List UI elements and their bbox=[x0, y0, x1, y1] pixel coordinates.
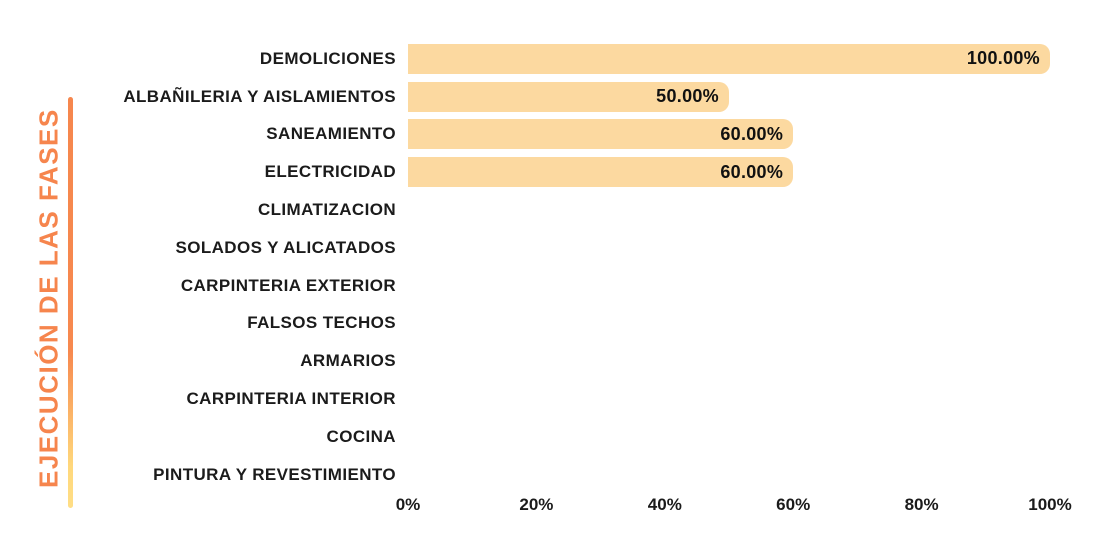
title-accent-rule bbox=[68, 97, 73, 508]
x-axis-tick-label: 20% bbox=[519, 495, 554, 514]
bar-track bbox=[408, 233, 1050, 263]
chart-row: CLIMATIZACION bbox=[0, 191, 1100, 229]
category-label: CARPINTERIA INTERIOR bbox=[186, 389, 396, 409]
value-label: 100.00% bbox=[966, 48, 1040, 69]
chart-row: CARPINTERIA EXTERIOR bbox=[0, 267, 1100, 305]
x-axis-tick-label: 60% bbox=[776, 495, 811, 514]
category-label: SANEAMIENTO bbox=[266, 124, 396, 144]
bar-track: 60.00% bbox=[408, 119, 1050, 150]
category-label: SOLADOS Y ALICATADOS bbox=[175, 237, 396, 257]
category-label: PINTURA Y REVESTIMIENTO bbox=[153, 464, 396, 484]
bar-track bbox=[408, 460, 1050, 490]
x-axis-tick-label: 80% bbox=[904, 495, 939, 514]
category-label: ALBAÑILERIA Y AISLAMIENTOS bbox=[123, 86, 396, 106]
chart-row: CARPINTERIA INTERIOR bbox=[0, 380, 1100, 418]
bar-track bbox=[408, 308, 1050, 338]
x-axis-tick-label: 0% bbox=[395, 495, 421, 514]
x-axis-tick-label: 100% bbox=[1028, 495, 1072, 514]
chart-row: COCINA bbox=[0, 418, 1100, 456]
bar-track bbox=[408, 422, 1050, 452]
category-label: CLIMATIZACION bbox=[257, 200, 396, 220]
bar-track bbox=[408, 195, 1050, 225]
chart-bar: 100.00% bbox=[408, 43, 1050, 74]
chart-row: ARMARIOS bbox=[0, 342, 1100, 380]
bar-track bbox=[408, 384, 1050, 414]
chart-row: DEMOLICIONES 100.00% bbox=[0, 40, 1100, 78]
chart-row: ELECTRICIDAD 60.00% bbox=[0, 153, 1100, 191]
bar-track bbox=[408, 346, 1050, 376]
category-label: DEMOLICIONES bbox=[259, 48, 396, 68]
bar-track bbox=[408, 271, 1050, 301]
chart-row: FALSOS TECHOS bbox=[0, 305, 1100, 343]
bar-track: 100.00% bbox=[408, 43, 1050, 74]
category-label: ELECTRICIDAD bbox=[264, 162, 396, 182]
category-label: COCINA bbox=[326, 426, 396, 446]
chart-row: PINTURA Y REVESTIMIENTO bbox=[0, 456, 1100, 494]
chart-bar: 50.00% bbox=[408, 81, 729, 112]
category-label: CARPINTERIA EXTERIOR bbox=[180, 275, 396, 295]
value-label: 60.00% bbox=[720, 161, 784, 182]
x-axis-tick-label: 40% bbox=[647, 495, 682, 514]
chart-row: ALBAÑILERIA Y AISLAMIENTOS 50.00% bbox=[0, 78, 1100, 116]
category-label: FALSOS TECHOS bbox=[247, 313, 396, 333]
category-label: ARMARIOS bbox=[300, 351, 396, 371]
value-label: 50.00% bbox=[656, 86, 719, 107]
bar-track: 50.00% bbox=[408, 81, 1050, 112]
chart-row: SOLADOS Y ALICATADOS bbox=[0, 229, 1100, 267]
chart-row: SANEAMIENTO 60.00% bbox=[0, 116, 1100, 154]
value-label: 60.00% bbox=[720, 123, 784, 144]
x-axis: 0% 20% 40% 60% 80% 100% bbox=[396, 495, 1072, 517]
bar-track: 60.00% bbox=[408, 157, 1050, 188]
chart-bar: 60.00% bbox=[408, 157, 794, 188]
bar-chart: DEMOLICIONES 100.00% ALBAÑILERIA Y AISLAMI… bbox=[0, 40, 1100, 494]
chart-bar: 60.00% bbox=[408, 119, 794, 150]
